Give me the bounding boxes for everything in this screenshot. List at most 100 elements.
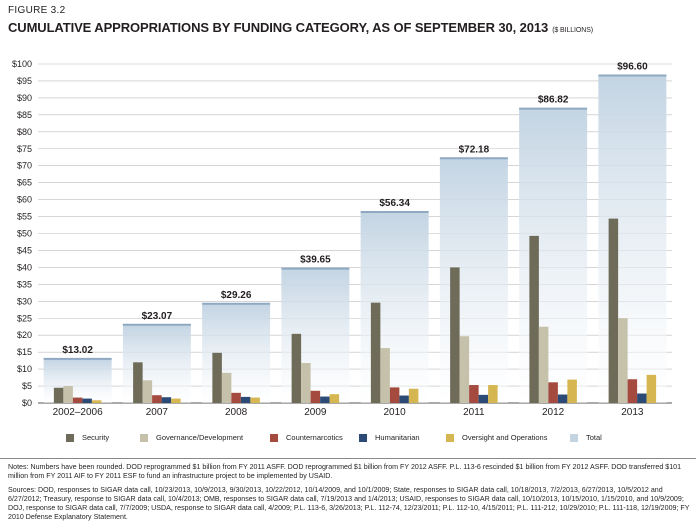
bar-governance-development xyxy=(380,348,390,403)
y-tick-label: $35 xyxy=(17,279,32,289)
legend: Security Governance/Development Counternar… xyxy=(66,433,626,447)
data-label-total: $29.26 xyxy=(221,290,252,301)
y-tick-label: $60 xyxy=(17,195,32,205)
legend-item: Security xyxy=(66,433,109,442)
bar-total xyxy=(122,324,191,403)
y-tick-label: $0 xyxy=(22,398,32,408)
legend-swatch xyxy=(570,433,578,442)
bar-humanitarian xyxy=(557,394,568,403)
y-tick-label: $40 xyxy=(17,262,32,272)
bar-governance-development xyxy=(538,326,549,403)
bar-total xyxy=(519,108,588,403)
y-tick-label: $15 xyxy=(17,347,32,357)
legend-label: Oversight and Operations xyxy=(462,433,548,442)
bar-humanitarian xyxy=(82,398,92,403)
bar-governance-development xyxy=(618,318,628,403)
x-tick-label: 2007 xyxy=(146,407,169,418)
y-tick-label: $55 xyxy=(17,212,32,222)
title-unit: ($ BILLIONS) xyxy=(552,27,594,34)
bar-counternarcotics xyxy=(152,395,162,403)
bar-oversight-and-operations xyxy=(171,398,181,403)
legend-swatch xyxy=(446,433,454,442)
sources-text: Sources: DOD, responses to SIGAR data ca… xyxy=(8,486,690,522)
legend-label: Humanitarian xyxy=(375,433,420,442)
bar-total xyxy=(202,303,271,403)
legend-item: Counternarcotics xyxy=(270,433,343,442)
bar-counternarcotics xyxy=(231,392,241,403)
bar-humanitarian xyxy=(240,396,251,403)
bar-oversight-and-operations xyxy=(329,394,340,403)
bar-counternarcotics xyxy=(389,387,400,403)
bar-total xyxy=(281,268,350,403)
bar-total xyxy=(439,158,508,403)
bar-humanitarian xyxy=(478,394,489,403)
bar-governance-development xyxy=(301,362,311,403)
bar-governance-development xyxy=(63,386,73,403)
legend-item: Humanitarian xyxy=(359,433,420,442)
y-tick-label: $75 xyxy=(17,144,32,154)
y-tick-label: $20 xyxy=(17,330,32,340)
y-tick-label: $70 xyxy=(17,161,32,171)
bar-humanitarian xyxy=(637,393,647,403)
bar-total xyxy=(598,75,667,403)
y-tick-label: $10 xyxy=(17,364,32,374)
data-label-total: $86.82 xyxy=(538,95,569,106)
bar-security xyxy=(529,235,539,403)
title-text: CUMULATIVE APPROPRIATIONS BY FUNDING CAT… xyxy=(8,20,549,35)
legend-item: Oversight and Operations xyxy=(446,433,547,442)
bar-security xyxy=(212,352,222,403)
y-tick-label: $90 xyxy=(17,93,32,103)
bar-humanitarian xyxy=(320,396,330,403)
bar-counternarcotics xyxy=(72,397,83,403)
legend-item: Governance/Development xyxy=(140,433,243,442)
bar-chart: $0 $5 $10 $15 $20 $25 $30 $35 $40 $45 $50 $55 $60 $65… xyxy=(12,59,672,418)
bar-security xyxy=(133,362,143,403)
bar-total xyxy=(360,212,429,403)
legend-swatch xyxy=(270,433,278,442)
notes-text: Notes: Numbers have been rounded. DOD re… xyxy=(8,463,682,481)
bar-governance-development xyxy=(142,380,153,403)
y-tick-label: $50 xyxy=(17,229,32,239)
y-tick-label: $100 xyxy=(12,59,32,69)
legend-swatch xyxy=(66,433,74,442)
bar-counternarcotics xyxy=(469,385,479,403)
bar-security xyxy=(450,267,460,403)
bar-oversight-and-operations xyxy=(567,379,577,403)
bar-governance-development xyxy=(459,336,470,403)
x-tick-label: 2011 xyxy=(463,407,485,418)
legend-label: Counternarcotics xyxy=(286,433,343,442)
data-label-total: $56.34 xyxy=(379,198,410,209)
y-tick-label: $45 xyxy=(17,245,32,255)
chart-title: CUMULATIVE APPROPRIATIONS BY FUNDING CAT… xyxy=(8,20,593,35)
legend-swatch xyxy=(140,433,148,442)
legend-label: Governance/Development xyxy=(156,433,244,442)
y-tick-label: $5 xyxy=(22,381,32,391)
data-label-total: $23.07 xyxy=(142,311,173,322)
data-label-total: $96.60 xyxy=(617,62,648,73)
data-label-total: $13.02 xyxy=(62,345,93,356)
figure-label: FIGURE 3.2 xyxy=(8,5,66,16)
divider xyxy=(0,458,696,459)
bar-counternarcotics xyxy=(310,390,321,403)
y-tick-label: $30 xyxy=(17,296,32,306)
bar-counternarcotics xyxy=(548,382,558,403)
bar-humanitarian xyxy=(399,395,409,403)
y-tick-label: $65 xyxy=(17,178,32,188)
y-tick-label: $80 xyxy=(17,127,32,137)
data-label-total: $39.65 xyxy=(300,255,331,266)
x-tick-label: 2012 xyxy=(542,407,565,418)
bar-total xyxy=(43,358,112,403)
legend-label: Security xyxy=(82,433,110,442)
legend-item: Total xyxy=(570,433,602,442)
x-tick-label: 2009 xyxy=(304,407,327,418)
bar-security xyxy=(370,302,381,403)
bar-governance-development xyxy=(221,372,232,403)
bar-oversight-and-operations xyxy=(488,385,498,403)
data-label-total: $72.18 xyxy=(459,144,490,155)
bar-security xyxy=(53,387,64,403)
y-tick-label: $95 xyxy=(17,76,32,86)
bar-oversight-and-operations xyxy=(408,388,419,403)
bar-security xyxy=(608,218,619,403)
bar-counternarcotics xyxy=(627,379,638,403)
bar-oversight-and-operations xyxy=(250,397,260,403)
